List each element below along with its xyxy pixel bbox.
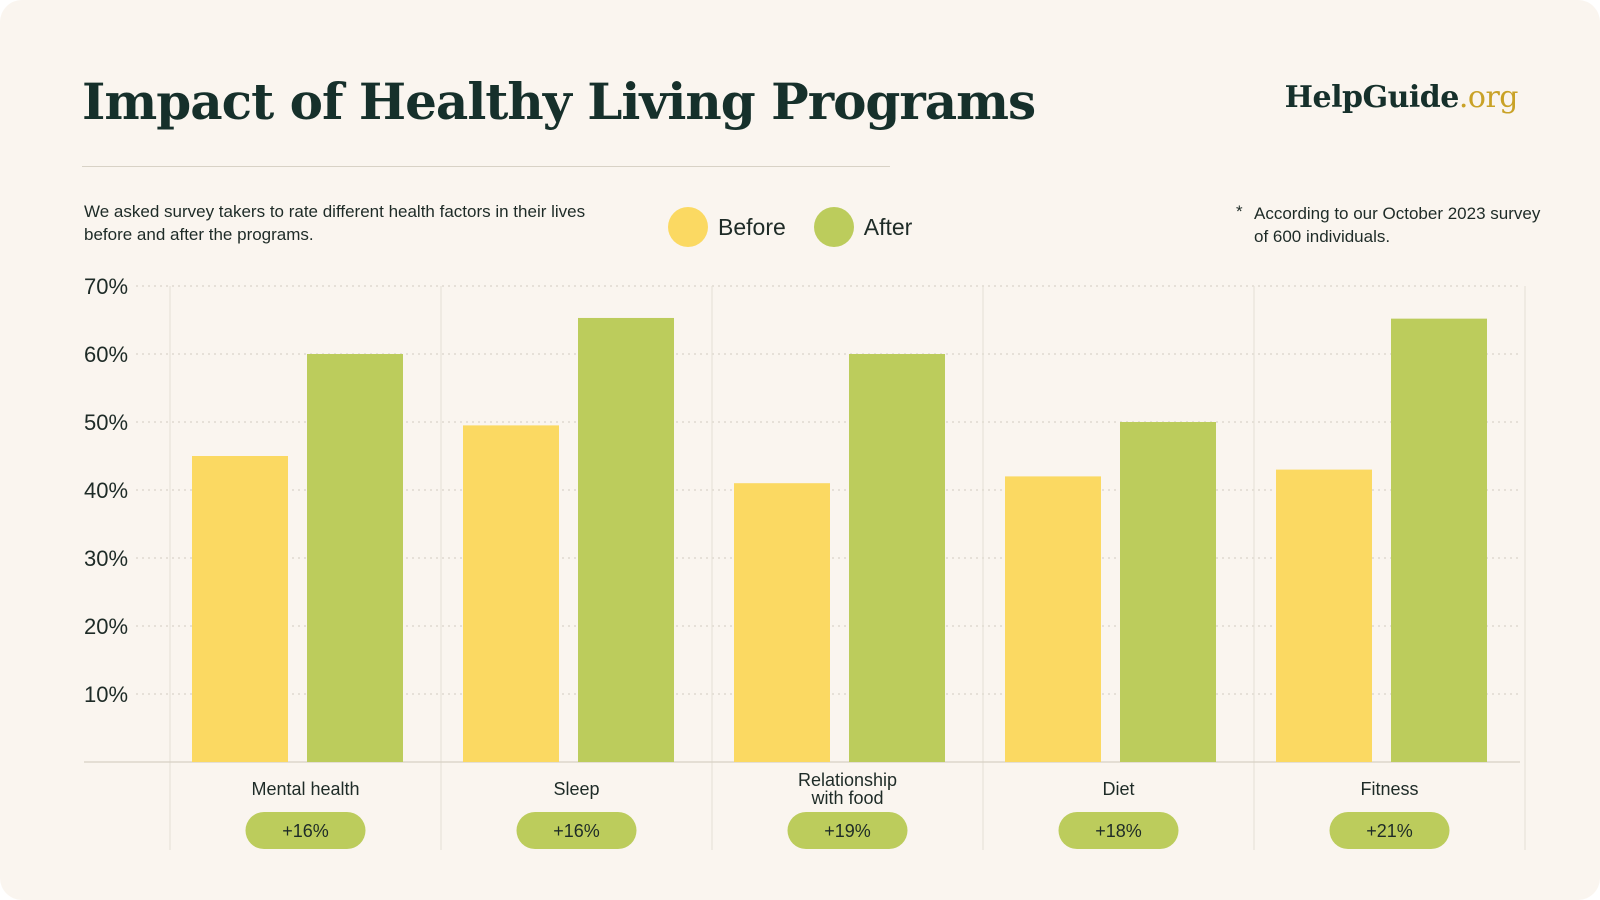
change-badge-label: +16% xyxy=(282,821,329,841)
brand-name: HelpGuide xyxy=(1284,80,1460,115)
bar-before xyxy=(734,483,830,762)
change-badge xyxy=(787,812,908,849)
y-tick-label: 10% xyxy=(84,682,128,707)
x-category-label: Relationship xyxy=(798,770,897,790)
change-badge xyxy=(1329,812,1450,849)
x-category-label: Fitness xyxy=(1360,779,1418,799)
change-badge-label: +18% xyxy=(1095,821,1142,841)
footnote-asterisk: * xyxy=(1236,202,1243,221)
bar-after xyxy=(849,354,945,762)
footnote-text: According to our October 2023 survey of … xyxy=(1254,204,1541,246)
bar-before xyxy=(192,456,288,762)
y-tick-label: 30% xyxy=(84,546,128,571)
x-category-label: Diet xyxy=(1102,779,1134,799)
legend-swatch-after xyxy=(813,207,854,247)
change-badge-label: +16% xyxy=(553,821,600,841)
y-tick-label: 60% xyxy=(84,342,128,367)
bar-after xyxy=(1391,318,1487,762)
x-category-label: Mental health xyxy=(251,779,359,799)
bar-before xyxy=(1005,476,1101,762)
bar-before xyxy=(463,425,559,762)
brand-logo[interactable]: HelpGuide.org xyxy=(1284,80,1519,115)
x-category-label: Sleep xyxy=(553,779,599,799)
bar-before xyxy=(1276,469,1372,762)
bar-after xyxy=(578,317,674,762)
x-category-label: with food xyxy=(810,788,883,808)
y-tick-label: 70% xyxy=(84,274,128,299)
y-tick-label: 20% xyxy=(84,614,128,639)
change-badge xyxy=(245,812,366,849)
page-title: Impact of Healthy Living Programs xyxy=(82,72,1036,131)
brand-tld: .org xyxy=(1458,80,1519,115)
y-tick-label: 50% xyxy=(84,410,128,435)
legend-item-before: Before xyxy=(668,207,786,247)
legend-item-after: After xyxy=(813,207,913,247)
bar-after xyxy=(307,354,403,762)
y-tick-label: 40% xyxy=(84,478,128,503)
change-badge xyxy=(1058,812,1179,849)
legend-label-after: After xyxy=(863,213,913,240)
change-badge-label: +21% xyxy=(1366,821,1413,841)
chart-legend: Before After xyxy=(668,207,940,247)
title-divider xyxy=(82,166,890,167)
change-badge-label: +19% xyxy=(824,821,871,841)
legend-swatch-before xyxy=(668,207,708,247)
legend-label-before: Before xyxy=(718,213,786,240)
bar-after xyxy=(1120,422,1216,762)
change-badge xyxy=(516,812,637,849)
chart-description: We asked survey takers to rate different… xyxy=(84,202,586,244)
